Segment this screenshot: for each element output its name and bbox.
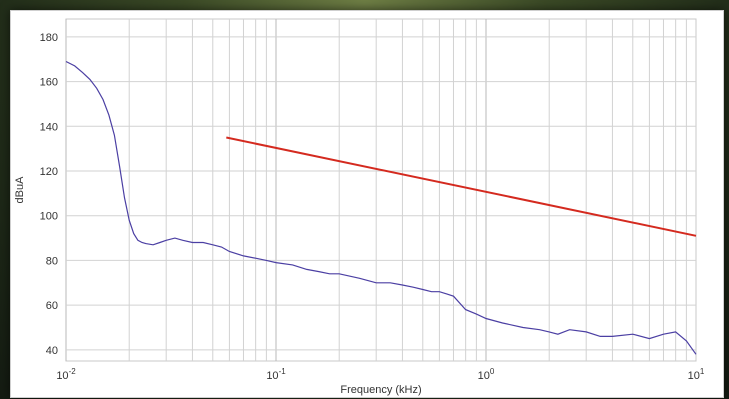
plot-frame bbox=[65, 18, 697, 362]
y-tick-label: 180 bbox=[40, 32, 58, 44]
y-tick-label: 60 bbox=[46, 300, 58, 312]
y-tick-label: 160 bbox=[40, 77, 58, 89]
x-tick-label: 100 bbox=[478, 367, 495, 382]
x-tick-label: 10-2 bbox=[56, 367, 76, 382]
y-tick-label: 140 bbox=[40, 121, 58, 133]
chart-panel: 40 60 80 100 120 140 160 180 10-2 10-1 100 101 Freq… bbox=[10, 10, 724, 398]
series-line-limit bbox=[226, 136, 697, 237]
series-line-measured bbox=[65, 60, 697, 355]
y-axis-label: dBuA bbox=[14, 176, 26, 204]
x-tick-label: 10-1 bbox=[266, 367, 286, 382]
y-tick-label: 100 bbox=[40, 211, 58, 223]
x-tick-label: 101 bbox=[688, 367, 705, 382]
y-tick-label: 80 bbox=[46, 255, 58, 267]
x-axis-label: Frequency (kHz) bbox=[340, 384, 421, 396]
chart-svg: 40 60 80 100 120 140 160 180 10-2 10-1 100 101 Freq… bbox=[14, 18, 705, 396]
y-tick-label: 40 bbox=[46, 345, 58, 357]
y-tick-label: 120 bbox=[40, 166, 58, 178]
